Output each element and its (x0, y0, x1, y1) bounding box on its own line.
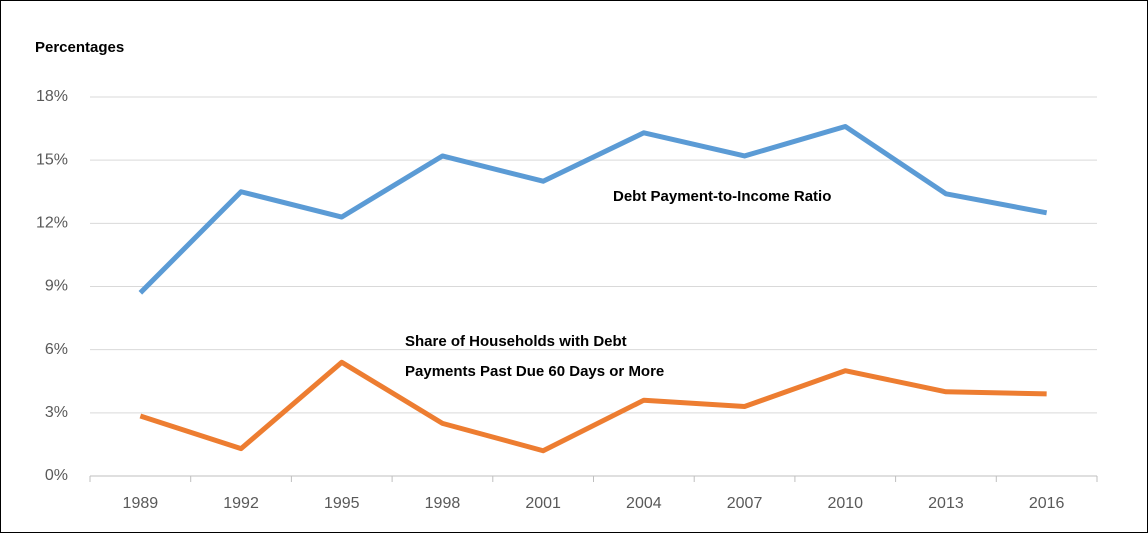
x-tick-label: 1992 (223, 495, 259, 512)
annotation: Debt Payment-to-Income Ratio (613, 188, 831, 205)
series-line (139, 359, 1047, 454)
y-axis-title: Percentages (35, 39, 124, 56)
x-tick-label: 2004 (626, 495, 662, 512)
y-tick-label: 12% (36, 215, 68, 232)
x-tick-label: 2010 (827, 495, 863, 512)
x-tick-label: 2007 (727, 495, 763, 512)
x-tick-label: 1989 (123, 495, 159, 512)
x-tick-label: 2013 (928, 495, 964, 512)
x-tick-label: 1995 (324, 495, 360, 512)
y-tick-label: 18% (36, 88, 68, 105)
x-tick-label: 1998 (425, 495, 461, 512)
series-line (138, 123, 1048, 295)
annotation: Share of Households with Debt (405, 333, 627, 350)
x-tick-label: 2001 (525, 495, 561, 512)
x-tick-label: 2016 (1029, 495, 1065, 512)
y-tick-label: 6% (45, 341, 68, 358)
y-tick-label: 0% (45, 467, 68, 484)
y-tick-label: 15% (36, 151, 68, 168)
y-tick-label: 9% (45, 278, 68, 295)
annotation: Payments Past Due 60 Days or More (405, 363, 664, 380)
y-tick-label: 3% (45, 404, 68, 421)
